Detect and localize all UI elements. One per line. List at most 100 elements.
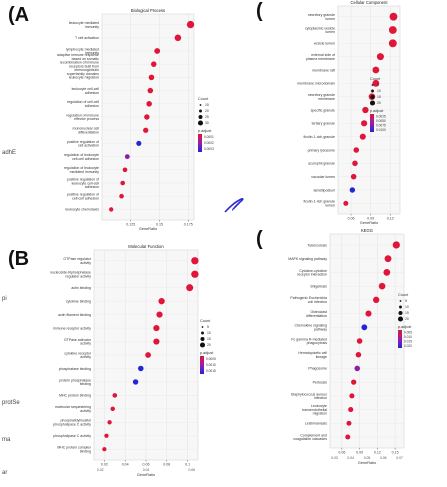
- legend-count-label: 15: [377, 95, 381, 99]
- category-label: activity: [80, 261, 91, 265]
- data-point: [373, 296, 380, 304]
- data-point: [107, 420, 112, 425]
- data-point: [351, 379, 357, 385]
- category-label: phosphatase binding: [59, 367, 91, 371]
- data-point: [356, 338, 363, 344]
- category-label: MHC protein binding: [59, 394, 91, 398]
- chart-title: KEGG: [361, 228, 373, 233]
- data-point: [124, 154, 130, 160]
- category-label: positive regulation of: [67, 140, 99, 144]
- legend-size-dot: [201, 331, 204, 335]
- data-point: [376, 53, 384, 61]
- legend-padj-label: 0.0015: [206, 369, 216, 373]
- legend-size-dot: [201, 326, 204, 328]
- secondary-tick-label: 0.03: [331, 456, 338, 460]
- panel-label-c: (: [256, 0, 263, 22]
- category-label: regulation of leukocyte: [64, 166, 99, 170]
- data-point: [148, 74, 155, 81]
- data-point: [120, 180, 126, 186]
- category-label: vesicle lumen: [314, 42, 335, 46]
- category-label: immunity: [85, 51, 99, 55]
- legend-padj-label: 0.0010: [206, 363, 216, 367]
- legend-count-title: Count: [370, 77, 381, 81]
- legend-count-label: 15: [405, 311, 409, 315]
- category-label: Chemokine signaling: [295, 324, 328, 328]
- data-point: [345, 434, 351, 440]
- data-point: [112, 393, 118, 398]
- legend-count-label: 5: [377, 83, 379, 87]
- side-note-ar: ar: [2, 470, 8, 476]
- category-label: based on somatic: [72, 57, 100, 61]
- x-axis-label: GeneRatio: [137, 473, 155, 477]
- category-label: activity: [80, 409, 91, 413]
- category-label: Osteoclast: [310, 310, 327, 314]
- category-label: primary lysosome: [308, 148, 335, 152]
- data-point: [145, 352, 151, 358]
- category-label: cytokine binding: [66, 299, 91, 303]
- category-label: secretory granule: [308, 93, 335, 97]
- x-axis-label: GeneRatio: [360, 221, 378, 225]
- category-label: effector process: [74, 117, 99, 121]
- category-label: receptors built from: [69, 64, 99, 68]
- category-label: differentiation: [78, 130, 99, 134]
- side-note-adhesion: adhE: [2, 150, 17, 156]
- data-point: [392, 241, 400, 249]
- legend-size-dot: [200, 337, 205, 341]
- x-tick-label: 0.1: [185, 463, 190, 467]
- category-label: positive regulation of: [67, 178, 99, 182]
- category-label: Staphylococcus aureus: [291, 392, 327, 396]
- legend-padj-label: 0.0002: [204, 141, 214, 145]
- data-point: [346, 420, 352, 426]
- category-label: leukocyte mediated: [69, 21, 99, 25]
- secondary-tick-label: 0.02: [97, 468, 104, 472]
- category-label: ficolin-1-rich granule: [303, 200, 335, 204]
- data-point: [388, 26, 397, 34]
- data-point: [154, 48, 161, 54]
- data-point: [361, 324, 368, 331]
- legend-count-label: 20: [207, 343, 211, 347]
- category-label: Cytokine-cytokine: [299, 269, 327, 273]
- legend-count-label: 30: [205, 121, 209, 125]
- data-point: [186, 284, 194, 292]
- legend-size-dot: [369, 100, 376, 106]
- category-label: recombination of immune: [60, 61, 99, 65]
- side-note-pi: pi: [2, 296, 7, 302]
- data-point: [352, 160, 358, 167]
- secondary-tick-label: 0.06: [380, 456, 387, 460]
- data-point: [350, 173, 357, 180]
- legend-size-dot: [371, 84, 374, 86]
- legend-padj-label: 0.0025: [376, 114, 386, 118]
- x-tick-label: 0.15: [392, 451, 399, 455]
- category-label: transendothelial: [302, 408, 327, 412]
- x-tick-label: 0.04: [122, 463, 129, 467]
- category-label: phagocytosis: [307, 341, 328, 345]
- category-label: leukocyte cell-cell: [72, 181, 100, 185]
- x-tick-label: 0.06: [143, 463, 150, 467]
- legend-size-dot: [199, 109, 202, 113]
- legend-count-label: 10: [377, 89, 381, 93]
- category-label: binding: [80, 382, 91, 386]
- data-point: [384, 255, 392, 263]
- secondary-tick-label: 0.04: [143, 468, 150, 472]
- category-label: GTPase regulator: [63, 257, 91, 261]
- category-label: Pathogenic Escherichia: [290, 296, 327, 300]
- data-point: [362, 106, 369, 114]
- data-point: [156, 311, 163, 318]
- category-label: leukocyte cell-cell: [72, 87, 100, 91]
- category-label: lymphocyte mediated: [66, 47, 99, 51]
- category-label: immune receptor activity: [53, 326, 91, 330]
- legend-padj-label: 0.020: [404, 344, 412, 348]
- category-label: binding: [80, 449, 91, 453]
- category-label: Pertussis: [313, 380, 328, 384]
- category-label: regulation of immune: [66, 113, 99, 117]
- decorative-curve: [224, 198, 244, 213]
- legend-size-dot: [370, 95, 375, 99]
- legend-count-title: Count: [200, 319, 211, 323]
- category-label: azurophil granule: [308, 162, 335, 166]
- category-label: immunity: [85, 25, 99, 29]
- legend-color-bar: [200, 356, 204, 374]
- data-point: [353, 147, 360, 153]
- category-label: positive regulation of: [67, 193, 99, 197]
- legend-size-dot: [199, 104, 202, 106]
- x-tick-label: 0.09: [367, 217, 374, 221]
